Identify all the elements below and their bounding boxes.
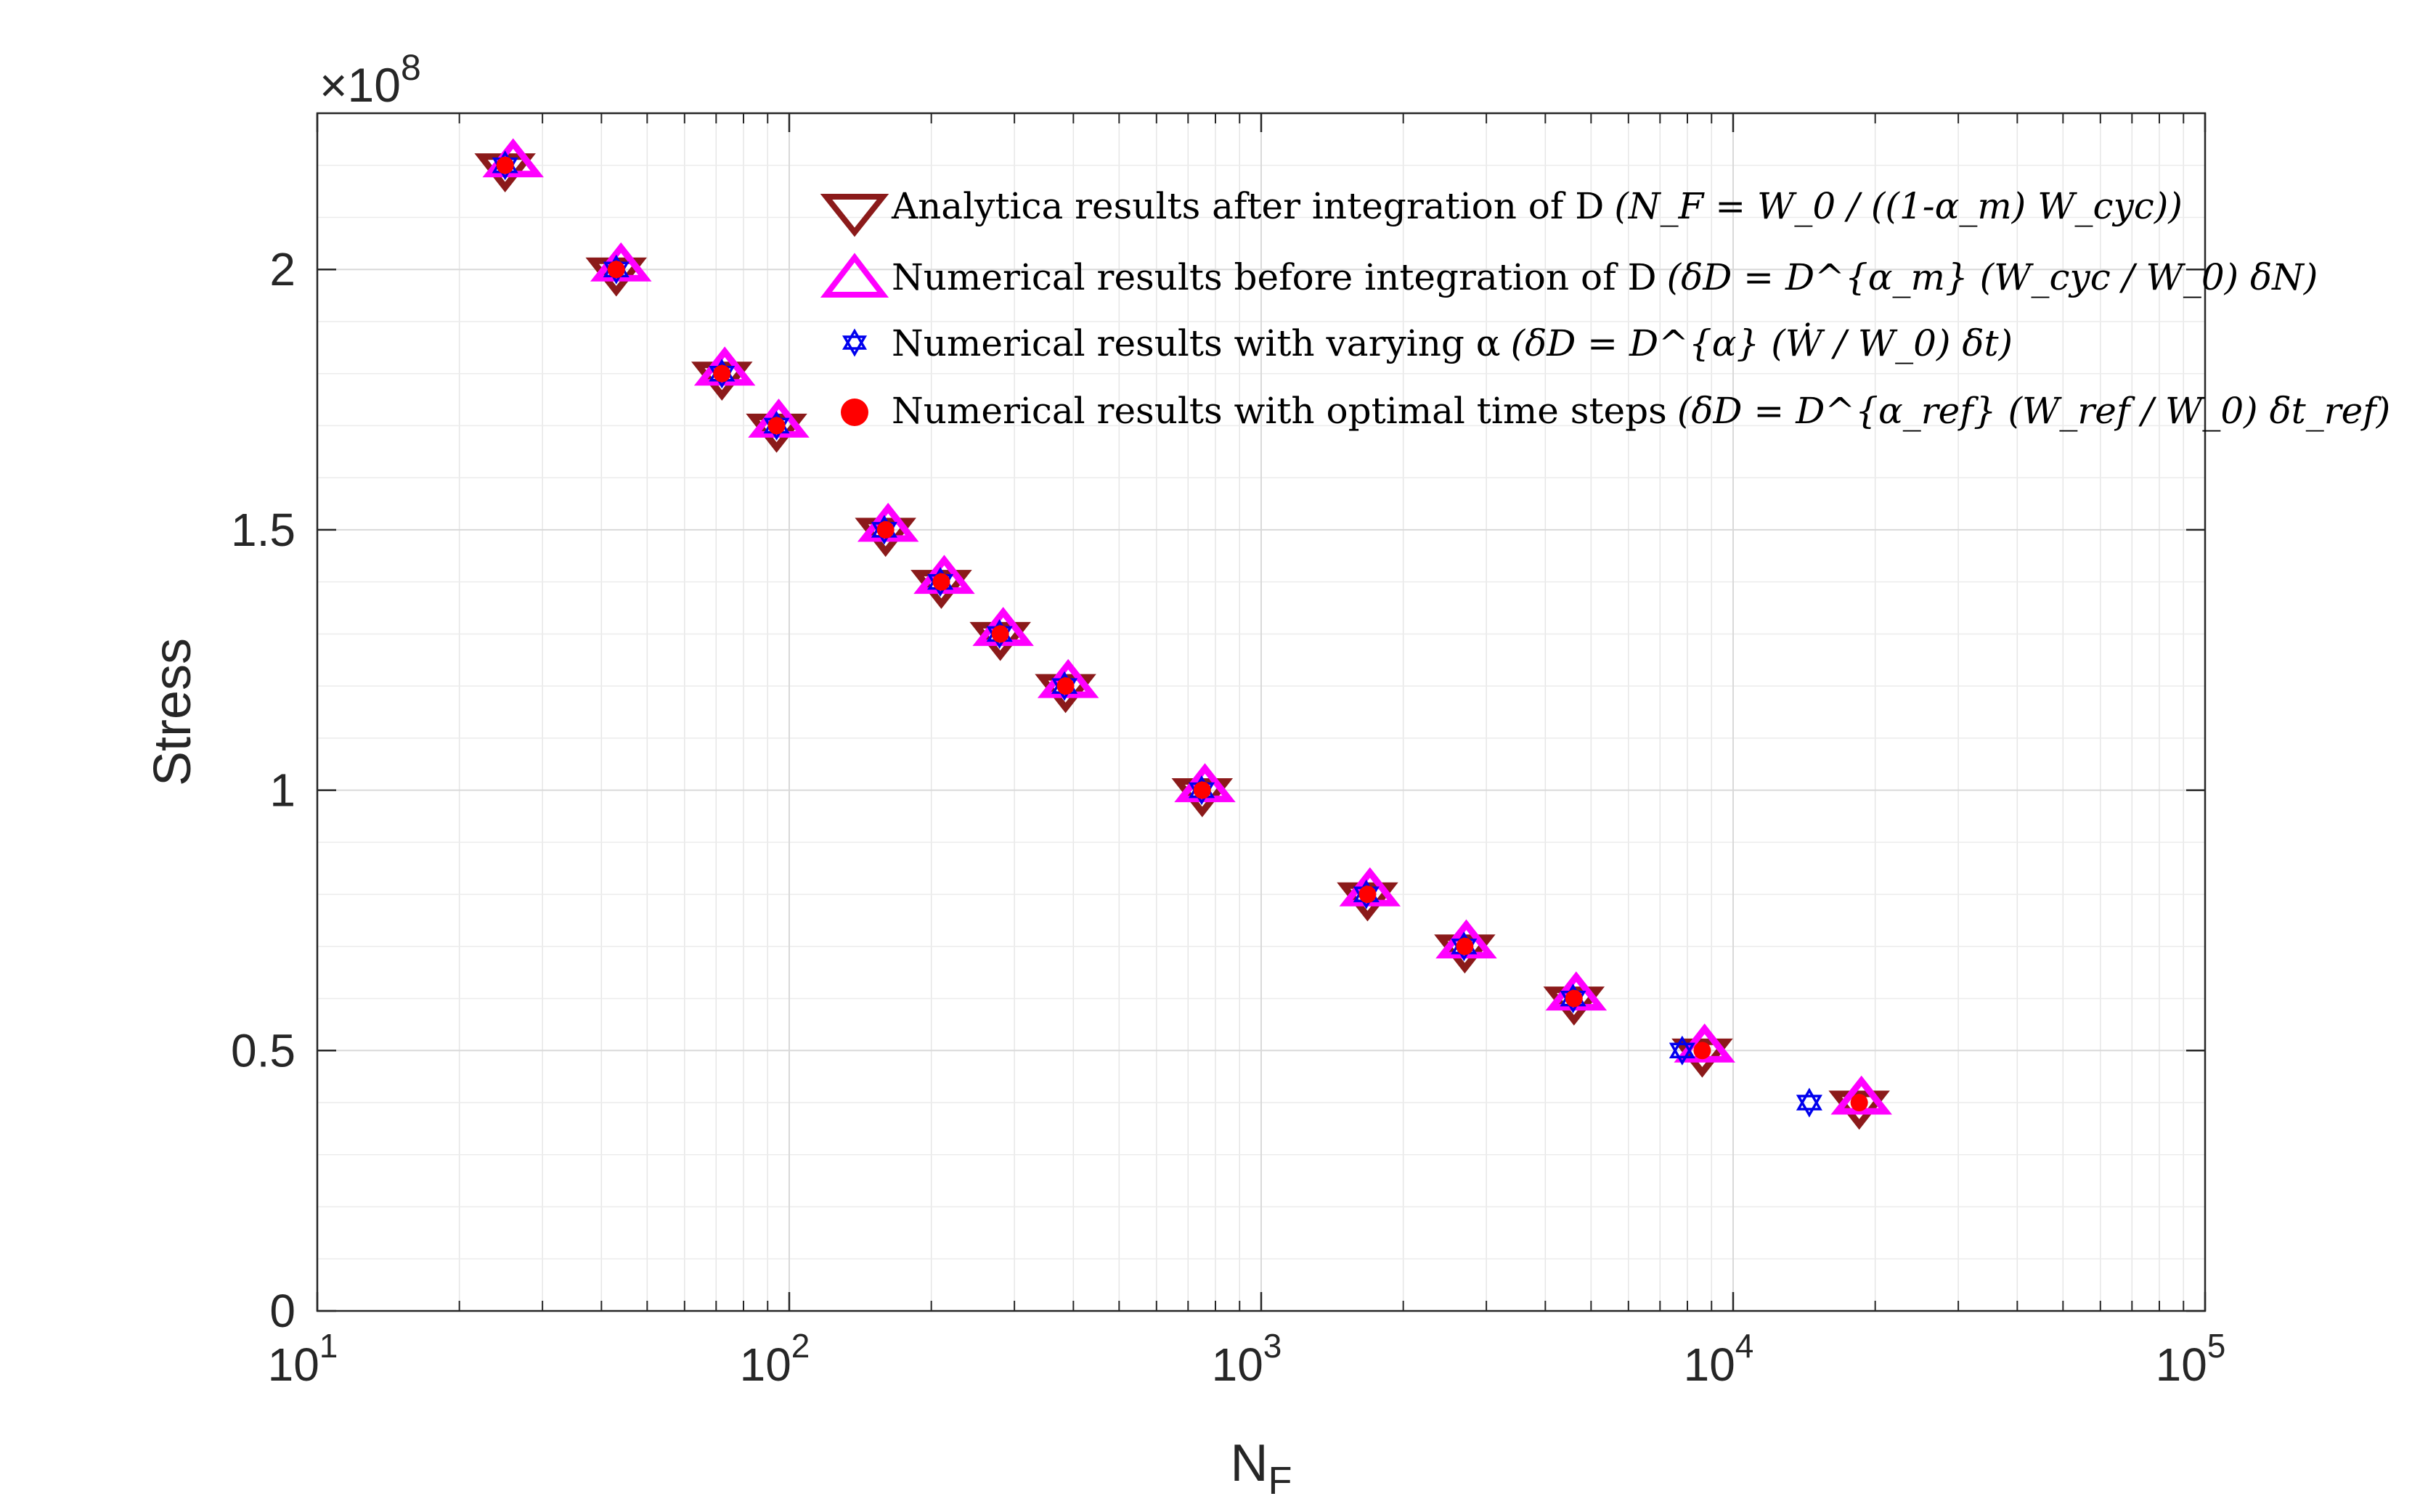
- legend-entry-optimal-time-steps: Numerical results with optimal time step…: [841, 390, 2390, 432]
- point-hexagram-down: [1669, 1042, 1695, 1066]
- point-circle: [991, 625, 1009, 643]
- x-tick-label-exponent: 1: [319, 1327, 338, 1365]
- point-circle: [876, 520, 895, 539]
- legend: Analytica results after integration of D…: [820, 185, 2390, 432]
- point-hexagram-up: [1669, 1035, 1695, 1059]
- x-tick-label-base: 10: [2156, 1339, 2207, 1391]
- point-circle: [713, 364, 731, 383]
- x-axis-title-base: N: [1231, 1434, 1268, 1492]
- y-multiplier-exponent: 8: [401, 47, 421, 88]
- series-layer: [474, 138, 1892, 1130]
- legend-entry-numerical-before: Numerical results before integration of …: [820, 253, 2318, 298]
- point-circle: [1565, 989, 1583, 1008]
- legend-marker-triangle-up: [820, 253, 889, 298]
- point-circle: [607, 261, 625, 279]
- legend-optimal-formula: (δD = D^{α_ref} (W_ref / W_0) δt_ref): [1677, 390, 2390, 432]
- legend-marker-triangle-down: [820, 194, 889, 237]
- legend-analytical-formula: (N_F = W_0 / ((1-α_m) W_cyc)): [1614, 185, 2182, 227]
- y-tick-label: 1: [269, 764, 296, 817]
- legend-numerical-before-formula: (δD = D^{α_m} (W_cyc / W_0) δN): [1667, 256, 2318, 298]
- x-tick-label-exponent: 3: [1263, 1327, 1282, 1365]
- y-tick-label: 1.5: [231, 504, 296, 556]
- x-tick-label: 105: [2156, 1327, 2226, 1391]
- point-circle: [932, 573, 950, 591]
- point-circle: [1193, 781, 1211, 799]
- legend-marker-hexagram-up: [842, 328, 868, 350]
- x-tick-label: 104: [1684, 1327, 1754, 1391]
- point-circle: [1456, 937, 1474, 955]
- x-tick-label-base: 10: [1212, 1339, 1263, 1391]
- y-tick-labels: 0 0.5 1 1.5 2: [231, 243, 296, 1337]
- legend-label-analytical: Analytica results after integration of D…: [891, 185, 2183, 227]
- point-circle: [1358, 886, 1377, 904]
- point-circle: [1056, 677, 1075, 695]
- point-circle: [1693, 1042, 1711, 1060]
- x-tick-labels: 101 102 103 104 105: [268, 1327, 2226, 1391]
- x-axis-title-sub: F: [1268, 1459, 1292, 1503]
- x-tick-label-base: 10: [740, 1339, 791, 1391]
- legend-entry-analytical: Analytica results after integration of D…: [820, 185, 2183, 237]
- y-axis-title: Stress: [144, 638, 202, 786]
- point-circle: [1850, 1094, 1868, 1112]
- series-circle: [496, 156, 1868, 1112]
- point-circle: [496, 156, 514, 174]
- x-tick-label: 102: [740, 1327, 810, 1391]
- x-tick-label: 101: [268, 1327, 338, 1391]
- x-tick-label: 103: [1212, 1327, 1282, 1391]
- x-axis-title: NF: [1231, 1434, 1292, 1503]
- legend-entry-varying-alpha: Numerical results with varying α (δD = D^…: [842, 322, 2013, 364]
- point-circle: [767, 417, 786, 435]
- legend-optimal-name: Numerical results with optimal time step…: [892, 390, 1667, 432]
- legend-marker-circle: [841, 399, 868, 426]
- legend-numerical-before-name: Numerical results before integration of …: [892, 256, 1657, 298]
- legend-varying-alpha-name: Numerical results with varying α: [892, 322, 1501, 364]
- x-tick-label-exponent: 4: [1735, 1327, 1754, 1365]
- legend-marker-hexagram-down: [842, 335, 868, 357]
- y-multiplier: ×108: [319, 47, 421, 112]
- legend-label-varying-alpha: Numerical results with varying α (δD = D^…: [892, 322, 2013, 364]
- y-tick-label: 2: [269, 243, 296, 295]
- legend-analytical-name: Analytica results after integration of D: [891, 185, 1604, 227]
- y-multiplier-base: ×10: [319, 58, 401, 112]
- point-triangle-up: [1830, 1075, 1892, 1115]
- y-tick-label: 0.5: [231, 1024, 296, 1076]
- x-tick-label-exponent: 2: [791, 1327, 810, 1365]
- point-hexagram-up: [1796, 1087, 1822, 1111]
- legend-label-optimal-time-steps: Numerical results with optimal time step…: [892, 390, 2390, 432]
- x-tick-label-base: 10: [1684, 1339, 1735, 1391]
- legend-varying-alpha-formula: (δD = D^{α} (Ẇ / W_0) δt): [1511, 322, 2013, 364]
- y-tick-label: 0: [269, 1285, 296, 1337]
- legend-label-numerical-before: Numerical results before integration of …: [892, 256, 2318, 298]
- x-tick-label-base: 10: [268, 1339, 319, 1391]
- point-hexagram-down: [1796, 1095, 1822, 1118]
- x-tick-label-exponent: 5: [2207, 1327, 2226, 1365]
- axis-ticks: [316, 113, 2207, 1312]
